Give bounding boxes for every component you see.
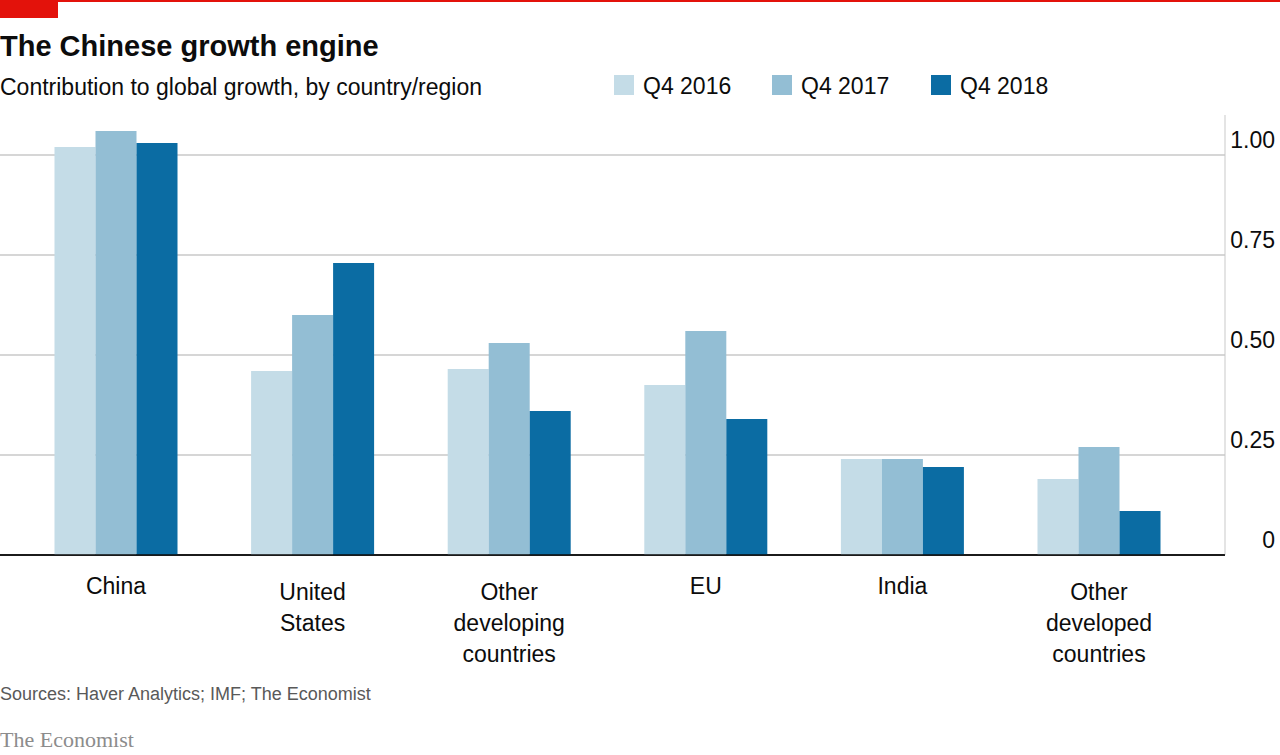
bars [55,131,1161,555]
baseline [0,554,1225,556]
category-label: India [877,573,927,599]
value-axis [1225,115,1226,555]
legend-swatch [772,75,792,95]
tick-label: 1.00 [1230,127,1275,153]
grid-line [0,154,1225,156]
category-label: Otherdevelopedcountries [1046,579,1152,667]
grid-line [0,254,1225,256]
legend-swatch [931,75,951,95]
legend-item: Q4 2017 [772,73,889,99]
grid [0,155,1225,555]
legend-swatch [614,75,634,95]
legend-item: Q4 2018 [931,73,1048,99]
bar [923,467,964,555]
bar [530,411,571,555]
category-label: China [86,573,146,599]
legend-item: Q4 2016 [614,73,731,99]
tick-label: 0.25 [1230,427,1275,453]
bar [251,371,292,555]
title: The Chinese growth engine [0,30,379,62]
publisher: The Economist [0,727,134,752]
legend-label: Q4 2018 [960,73,1048,99]
bar [685,331,726,555]
bar [1120,511,1161,555]
bar [96,131,137,555]
bar [137,143,178,555]
category-label: EU [690,573,722,599]
top-tag [0,0,58,18]
category-label: Otherdevelopingcountries [454,579,565,667]
bar [55,147,96,555]
subtitle: Contribution to global growth, by countr… [0,74,482,100]
tick-label: 0.50 [1230,327,1275,353]
top-rule [0,0,1280,2]
source: Sources: Haver Analytics; IMF; The Econo… [0,684,371,704]
grid-line [0,354,1225,356]
bar [1079,447,1120,555]
bar [333,263,374,555]
bar [726,419,767,555]
bar [448,369,489,555]
chart: The Chinese growth engine Contribution to… [0,0,1280,755]
bar [644,385,685,555]
bar [882,459,923,555]
tick-label: 0.75 [1230,227,1275,253]
legend-label: Q4 2016 [643,73,731,99]
category-label: UnitedStates [279,579,345,636]
legend-label: Q4 2017 [801,73,889,99]
baseline-overlay [0,554,1225,556]
bar [489,343,530,555]
bar [841,459,882,555]
grid-line [0,454,1225,456]
bar [1038,479,1079,555]
tick-label: 0 [1262,527,1275,553]
bar [292,315,333,555]
